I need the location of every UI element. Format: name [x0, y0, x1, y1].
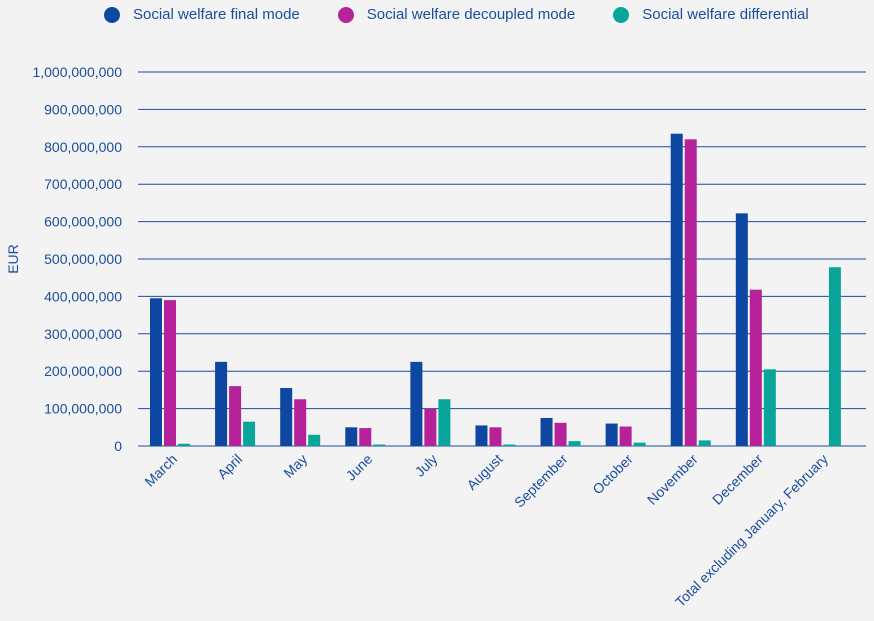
x-tick-label: June — [343, 451, 376, 484]
bar — [359, 428, 372, 446]
bar — [424, 408, 437, 446]
y-tick-label: 0 — [114, 438, 122, 454]
bar — [503, 444, 516, 446]
y-tick-label: 500,000,000 — [44, 251, 122, 267]
y-tick-label: 200,000,000 — [44, 363, 122, 379]
y-tick-label: 800,000,000 — [44, 139, 122, 155]
bar — [294, 399, 307, 446]
bar — [215, 361, 228, 446]
legend-dot-differential — [613, 6, 630, 23]
y-tick-label: 900,000,000 — [44, 101, 122, 117]
bar — [489, 427, 502, 446]
bar — [698, 440, 711, 446]
y-tick-label: 300,000,000 — [44, 326, 122, 342]
x-tick-label: August — [463, 451, 505, 493]
y-tick-label: 600,000,000 — [44, 214, 122, 230]
bar — [828, 267, 841, 446]
legend-label-decoupled-mode: Social welfare decoupled mode — [366, 6, 576, 23]
x-tick-label: September — [511, 451, 571, 511]
bar — [684, 139, 697, 446]
x-tick-label: April — [214, 451, 245, 482]
legend-label-differential: Social welfare differential — [642, 6, 809, 23]
x-tick-label: March — [141, 451, 180, 490]
bar — [280, 388, 293, 446]
bar — [150, 298, 162, 446]
bar — [633, 442, 646, 446]
y-tick-label: 400,000,000 — [44, 288, 122, 304]
x-tick-label: December — [709, 451, 766, 508]
bar — [605, 423, 618, 446]
legend-item-differential: Social welfare differential — [613, 6, 809, 23]
bar — [749, 289, 762, 446]
x-tick-label: October — [589, 451, 636, 498]
bar — [345, 427, 358, 446]
x-tick-label: November — [644, 451, 701, 508]
bar — [438, 399, 451, 446]
x-tick-label: July — [412, 451, 441, 480]
bar — [619, 426, 632, 446]
y-axis-title: EUR — [5, 244, 21, 274]
bar — [308, 434, 321, 446]
y-tick-label: 700,000,000 — [44, 176, 122, 192]
bar — [373, 444, 386, 446]
bar — [568, 441, 581, 446]
x-tick-label: May — [280, 451, 310, 481]
y-tick-label: 100,000,000 — [44, 401, 122, 417]
bar — [164, 300, 176, 446]
bar — [178, 443, 190, 446]
bar — [410, 361, 423, 446]
legend-item-decoupled-mode: Social welfare decoupled mode — [337, 6, 576, 23]
legend: Social welfare final mode Social welfare… — [104, 6, 847, 23]
bar — [229, 386, 242, 446]
legend-label-final-mode: Social welfare final mode — [133, 6, 300, 23]
bar — [670, 133, 683, 446]
legend-dot-decoupled-mode — [337, 6, 354, 23]
bar — [735, 213, 748, 446]
bar — [243, 421, 256, 446]
bar — [763, 369, 776, 446]
bar — [475, 425, 488, 446]
legend-dot-final-mode — [104, 6, 120, 23]
y-tick-label: 1,000,000,000 — [32, 64, 122, 80]
legend-item-final-mode: Social welfare final mode — [104, 6, 300, 23]
bar — [554, 422, 567, 446]
bar — [540, 417, 553, 446]
